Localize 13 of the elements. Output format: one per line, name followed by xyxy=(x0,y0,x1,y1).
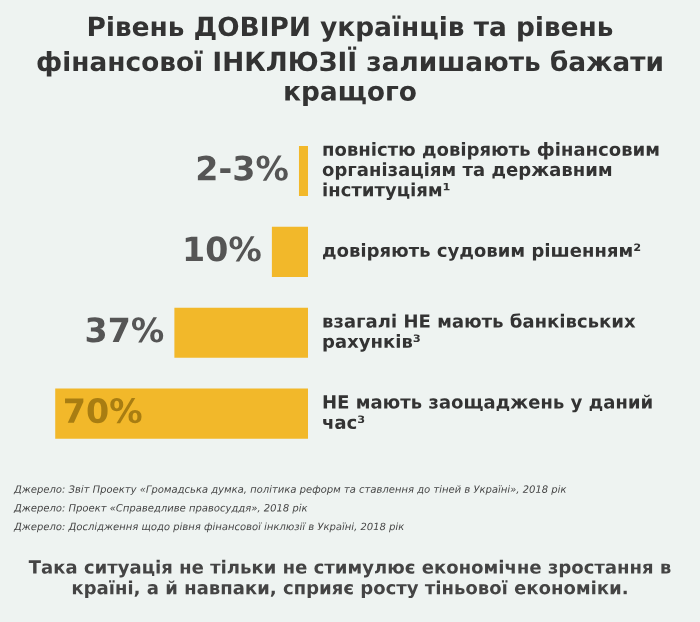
y-tick-label: повністю довіряють фінансовим організаціям та державним інституціям¹ xyxy=(322,142,659,201)
text: Така ситуація не тільки не стимулює економічне зростання в країні, а й навпаки, сприяє росту тіньової економіки. xyxy=(28,559,671,599)
bar xyxy=(271,226,308,277)
y-tick-label: взагалі НЕ мають банківських рахунків³ xyxy=(323,313,636,352)
y-tick-label: довіряють судовим рішенням² xyxy=(323,243,641,261)
bar xyxy=(174,307,308,358)
data-label: 37% xyxy=(86,317,164,343)
chart-title: Рівень ДОВІРИ українців та рівень фінансової ІНКЛЮЗІЇ залишають бажати кращого xyxy=(37,15,662,106)
y-tick-label: НЕ мають заощаджень у даний час³ xyxy=(323,394,652,430)
data-label: 10% xyxy=(185,236,261,262)
data-label: 70% xyxy=(65,398,142,424)
data-label: 2-3% xyxy=(197,155,288,181)
bar xyxy=(55,388,308,439)
